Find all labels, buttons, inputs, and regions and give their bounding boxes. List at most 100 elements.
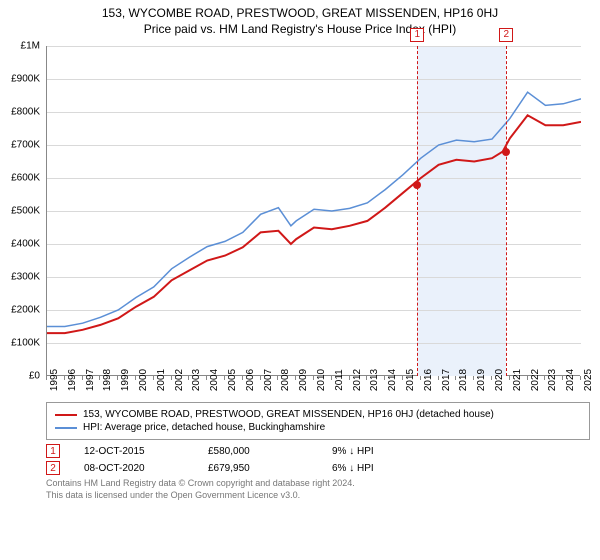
x-axis-label: 2009 bbox=[298, 369, 309, 391]
x-axis-label: 2020 bbox=[494, 369, 505, 391]
x-axis-label: 2012 bbox=[352, 369, 363, 391]
y-axis-label: £500K bbox=[11, 206, 40, 217]
x-axis-label: 1996 bbox=[67, 369, 78, 391]
x-axis-label: 1997 bbox=[85, 369, 96, 391]
marker-price: £679,950 bbox=[208, 463, 308, 474]
x-tick bbox=[331, 376, 332, 380]
x-axis-label: 2004 bbox=[209, 369, 220, 391]
y-axis-label: £1M bbox=[21, 41, 40, 52]
x-tick bbox=[455, 376, 456, 380]
x-tick bbox=[242, 376, 243, 380]
x-tick bbox=[135, 376, 136, 380]
x-tick bbox=[562, 376, 563, 380]
x-tick bbox=[171, 376, 172, 380]
chart-lines-svg bbox=[47, 46, 581, 376]
x-tick bbox=[64, 376, 65, 380]
x-axis-label: 2002 bbox=[174, 369, 185, 391]
x-axis-label: 2001 bbox=[156, 369, 167, 391]
x-tick bbox=[82, 376, 83, 380]
markers-table: 1 12-OCT-2015 £580,000 9% ↓ HPI 2 08-OCT-2020… bbox=[46, 444, 590, 475]
attribution-line1: Contains HM Land Registry data © Crown c… bbox=[46, 478, 590, 490]
x-axis-label: 1999 bbox=[120, 369, 131, 391]
chart-title-line1: 153, WYCOMBE ROAD, PRESTWOOD, GREAT MISS… bbox=[0, 6, 600, 20]
legend-box: 153, WYCOMBE ROAD, PRESTWOOD, GREAT MISS… bbox=[46, 402, 590, 440]
x-axis-label: 2024 bbox=[565, 369, 576, 391]
x-tick bbox=[153, 376, 154, 380]
y-axis-label: £300K bbox=[11, 272, 40, 283]
y-axis-label: £200K bbox=[11, 305, 40, 316]
marker-flag: 1 bbox=[410, 28, 424, 42]
x-tick bbox=[46, 376, 47, 380]
x-axis-label: 2021 bbox=[512, 369, 523, 391]
marker-vline bbox=[417, 46, 418, 376]
x-axis-label: 2003 bbox=[191, 369, 202, 391]
marker-delta: 6% ↓ HPI bbox=[332, 463, 432, 474]
y-axis-label: £900K bbox=[11, 74, 40, 85]
y-axis-label: £800K bbox=[11, 107, 40, 118]
marker-dot bbox=[502, 148, 510, 156]
x-tick bbox=[295, 376, 296, 380]
x-axis-label: 2008 bbox=[280, 369, 291, 391]
x-tick bbox=[313, 376, 314, 380]
x-axis-label: 1995 bbox=[49, 369, 60, 391]
x-axis-label: 1998 bbox=[102, 369, 113, 391]
x-axis-label: 2000 bbox=[138, 369, 149, 391]
y-axis-label: £400K bbox=[11, 239, 40, 250]
marker-dot bbox=[413, 181, 421, 189]
x-tick bbox=[117, 376, 118, 380]
marker-price: £580,000 bbox=[208, 446, 308, 457]
x-tick bbox=[420, 376, 421, 380]
x-axis-label: 2015 bbox=[405, 369, 416, 391]
x-axis-label: 2017 bbox=[441, 369, 452, 391]
x-tick bbox=[366, 376, 367, 380]
marker-row-id: 1 bbox=[46, 444, 60, 458]
y-axis-label: £700K bbox=[11, 140, 40, 151]
x-axis-label: 2005 bbox=[227, 369, 238, 391]
x-tick bbox=[349, 376, 350, 380]
marker-date: 08-OCT-2020 bbox=[84, 463, 184, 474]
x-tick bbox=[277, 376, 278, 380]
x-tick bbox=[224, 376, 225, 380]
legend-label: 153, WYCOMBE ROAD, PRESTWOOD, GREAT MISS… bbox=[83, 409, 494, 420]
y-axis-label: £600K bbox=[11, 173, 40, 184]
x-tick bbox=[188, 376, 189, 380]
x-tick bbox=[509, 376, 510, 380]
marker-flag: 2 bbox=[499, 28, 513, 42]
y-axis-label: £0 bbox=[29, 371, 40, 382]
x-tick bbox=[491, 376, 492, 380]
x-tick bbox=[384, 376, 385, 380]
series-hpi bbox=[47, 92, 581, 326]
x-axis-label: 2022 bbox=[530, 369, 541, 391]
x-axis-label: 2006 bbox=[245, 369, 256, 391]
x-axis-label: 2023 bbox=[547, 369, 558, 391]
x-axis-label: 2019 bbox=[476, 369, 487, 391]
chart-area: 12 £0£100K£200K£300K£400K£500K£600K£700K… bbox=[46, 46, 580, 396]
x-tick bbox=[544, 376, 545, 380]
x-tick bbox=[473, 376, 474, 380]
attribution: Contains HM Land Registry data © Crown c… bbox=[46, 478, 590, 501]
x-tick bbox=[527, 376, 528, 380]
marker-date: 12-OCT-2015 bbox=[84, 446, 184, 457]
x-tick bbox=[402, 376, 403, 380]
x-tick bbox=[260, 376, 261, 380]
legend-label: HPI: Average price, detached house, Buck… bbox=[83, 422, 325, 433]
marker-row: 2 08-OCT-2020 £679,950 6% ↓ HPI bbox=[46, 461, 590, 475]
x-axis-label: 2010 bbox=[316, 369, 327, 391]
attribution-line2: This data is licensed under the Open Gov… bbox=[46, 490, 590, 502]
x-tick bbox=[99, 376, 100, 380]
legend-row: HPI: Average price, detached house, Buck… bbox=[55, 422, 581, 433]
marker-vline bbox=[506, 46, 507, 376]
series-property bbox=[47, 115, 581, 333]
legend-row: 153, WYCOMBE ROAD, PRESTWOOD, GREAT MISS… bbox=[55, 409, 581, 420]
x-tick bbox=[438, 376, 439, 380]
legend-swatch bbox=[55, 414, 77, 416]
plot-region: 12 bbox=[46, 46, 580, 376]
marker-row: 1 12-OCT-2015 £580,000 9% ↓ HPI bbox=[46, 444, 590, 458]
x-axis-label: 2013 bbox=[369, 369, 380, 391]
y-axis-label: £100K bbox=[11, 338, 40, 349]
marker-delta: 9% ↓ HPI bbox=[332, 446, 432, 457]
marker-row-id: 2 bbox=[46, 461, 60, 475]
x-axis-label: 2011 bbox=[334, 369, 345, 391]
x-axis-label: 2018 bbox=[458, 369, 469, 391]
x-axis-label: 2016 bbox=[423, 369, 434, 391]
